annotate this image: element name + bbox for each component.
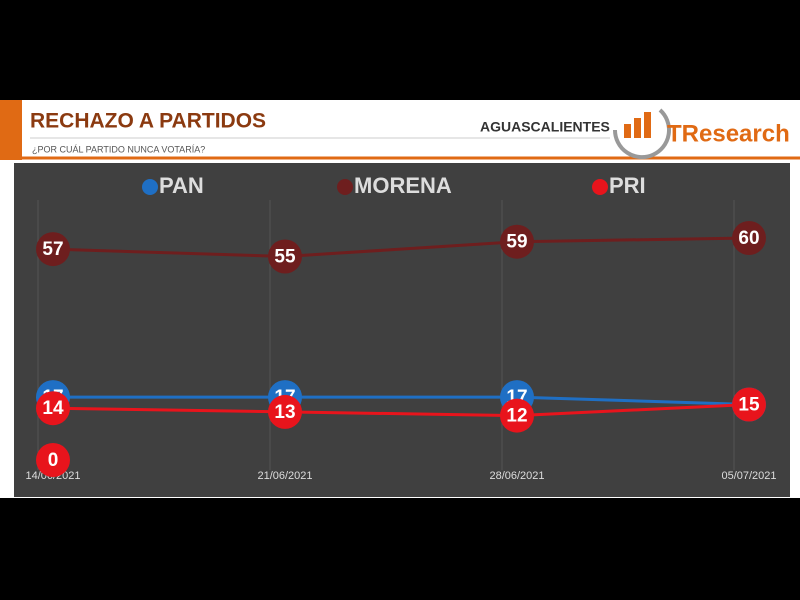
logo [612,108,671,160]
series-line [52,403,750,418]
data-label: 13 [274,402,295,423]
series-line [53,395,750,406]
series-line [52,236,750,259]
legend-marker [592,179,608,195]
point [732,387,766,422]
point [268,239,302,274]
data-label: 15 [738,395,760,416]
point [36,391,70,426]
location: AGUASCALIENTES [480,119,610,135]
legend-label: PRI [609,173,646,198]
point [500,398,534,433]
data-label: 14 [42,398,64,419]
accent-bar [0,100,22,160]
chart-subtitle: ¿POR CUÁL PARTIDO NUNCA VOTARÍA? [32,144,205,154]
point [36,232,70,267]
point [500,224,534,259]
x-tick-label: 05/07/2021 [721,470,776,482]
data-label: 0 [48,450,59,471]
chart-title: RECHAZO A PARTIDOS [30,110,266,133]
point [36,443,70,477]
legend-label: MORENA [354,173,452,198]
x-tick-label: 21/06/2021 [257,470,312,482]
data-label: 60 [738,228,759,249]
point [268,394,302,429]
x-tick-label: 28/06/2021 [489,470,544,482]
data-label: 57 [42,239,63,260]
data-label: 59 [506,232,527,253]
data-label: 55 [274,247,296,268]
legend-label: PAN [159,173,204,198]
data-label: 12 [506,406,527,427]
legend-marker [142,179,158,195]
legend-marker [337,179,353,195]
brand: TResearch [667,120,790,147]
plot-area [14,163,790,497]
point [732,221,766,255]
